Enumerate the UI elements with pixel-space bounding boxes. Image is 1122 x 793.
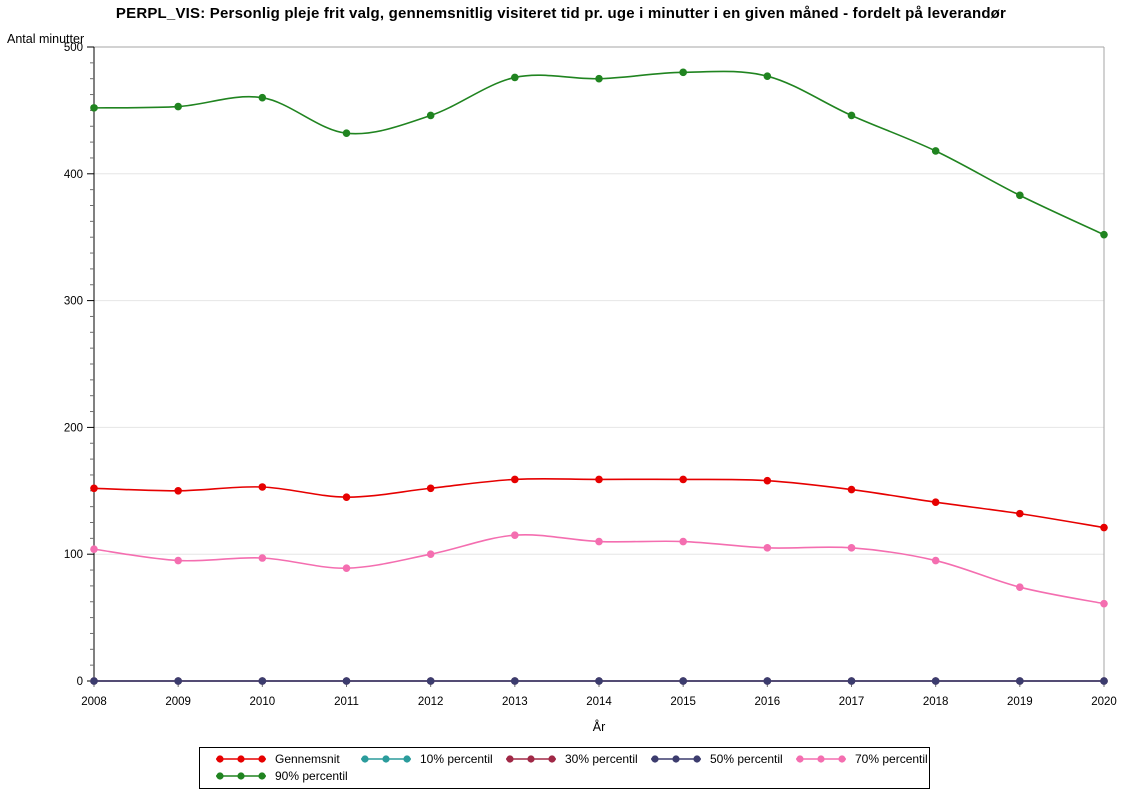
data-point [511,73,519,82]
legend-marker-icon [796,755,846,763]
x-tick-label: 2013 [502,696,528,708]
legend-item-50-percentil: 50% percentil [649,751,794,767]
data-point [426,550,435,558]
x-tick-label: 2019 [1007,696,1033,708]
legend-marker-icon [506,755,556,763]
legend-label: 10% percentil [420,752,493,766]
legend: Gennemsnit 10% percentil 30% percentil 50% … [199,747,930,789]
data-point [426,677,435,685]
y-axis-title: Antal minutter [7,32,85,46]
data-point [90,104,98,112]
legend-marker-icon [216,772,266,780]
data-point [763,544,772,552]
data-point [1016,191,1024,200]
legend-label: 70% percentil [855,752,928,766]
data-point [931,498,940,507]
legend-label: 90% percentil [275,769,348,783]
data-point [342,493,351,501]
data-point [1100,677,1108,685]
data-point [258,483,267,491]
data-point [511,475,519,484]
data-point [258,677,267,685]
data-point [1016,677,1024,685]
legend-item-gennemsnit: Gennemsnit [214,751,359,767]
x-tick-label: 2012 [418,696,444,708]
legend-marker-icon [216,755,266,763]
data-point [679,475,687,484]
x-tick-label: 2015 [670,696,696,708]
data-point [847,544,856,552]
y-tick-label: 100 [64,549,83,561]
data-point [258,93,267,102]
data-point [763,677,772,685]
data-point [847,677,856,685]
data-point [342,129,351,138]
legend-item-30-percentil: 30% percentil [504,751,649,767]
data-point [679,677,687,685]
x-tick-label: 2014 [586,696,612,708]
y-tick-label: 0 [77,676,83,688]
x-tick-label: 2020 [1091,696,1117,708]
series-line-gennemsnit [93,477,1105,529]
x-axis-title: År [592,720,606,734]
legend-label: 50% percentil [710,752,783,766]
legend-item-10-percentil: 10% percentil [359,751,504,767]
data-point [174,102,182,111]
data-point [847,111,856,120]
legend-item-90-percentil: 90% percentil [214,768,359,784]
data-point [595,537,603,546]
data-point [426,111,435,120]
data-point [595,677,603,685]
data-point [511,531,519,539]
data-point [595,475,603,484]
series-line-90-percentil [93,70,1105,236]
data-point [1100,599,1108,608]
data-point [342,677,351,685]
data-point [931,556,940,565]
data-point [342,564,351,572]
data-point [679,537,687,546]
y-tick-label: 400 [64,169,83,181]
x-tick-label: 2011 [334,696,359,708]
x-tick-label: 2008 [81,696,107,708]
data-point [763,72,772,80]
data-point [763,476,772,485]
data-point [174,556,182,565]
legend-marker-icon [651,755,701,763]
data-point [931,147,940,155]
data-point [511,677,519,685]
data-point [1016,509,1024,518]
legend-label: Gennemsnit [275,752,340,766]
chart-title: PERPL_VIS: Personlig pleje frit valg, ge… [115,5,1007,22]
x-tick-label: 2010 [250,696,276,708]
data-point [679,68,687,77]
data-point [595,74,603,83]
y-tick-label: 500 [64,42,83,54]
data-point [1016,583,1024,591]
y-tick-label: 300 [64,296,83,308]
y-tick-label: 200 [64,422,83,434]
data-point [258,554,267,562]
data-point [1100,523,1108,532]
data-point [174,487,182,495]
data-point [931,677,940,685]
data-point [1100,230,1108,239]
legend-item-70-percentil: 70% percentil [794,751,929,767]
data-point [90,484,98,493]
legend-label: 30% percentil [565,752,638,766]
data-point [426,484,435,493]
x-tick-label: 2016 [755,696,781,708]
data-point [847,485,856,494]
x-tick-label: 2018 [923,696,949,708]
data-point [90,677,98,685]
data-point [174,677,182,685]
legend-marker-icon [361,755,411,763]
x-tick-label: 2009 [165,696,191,708]
data-point [90,545,98,553]
x-tick-label: 2017 [839,696,865,708]
